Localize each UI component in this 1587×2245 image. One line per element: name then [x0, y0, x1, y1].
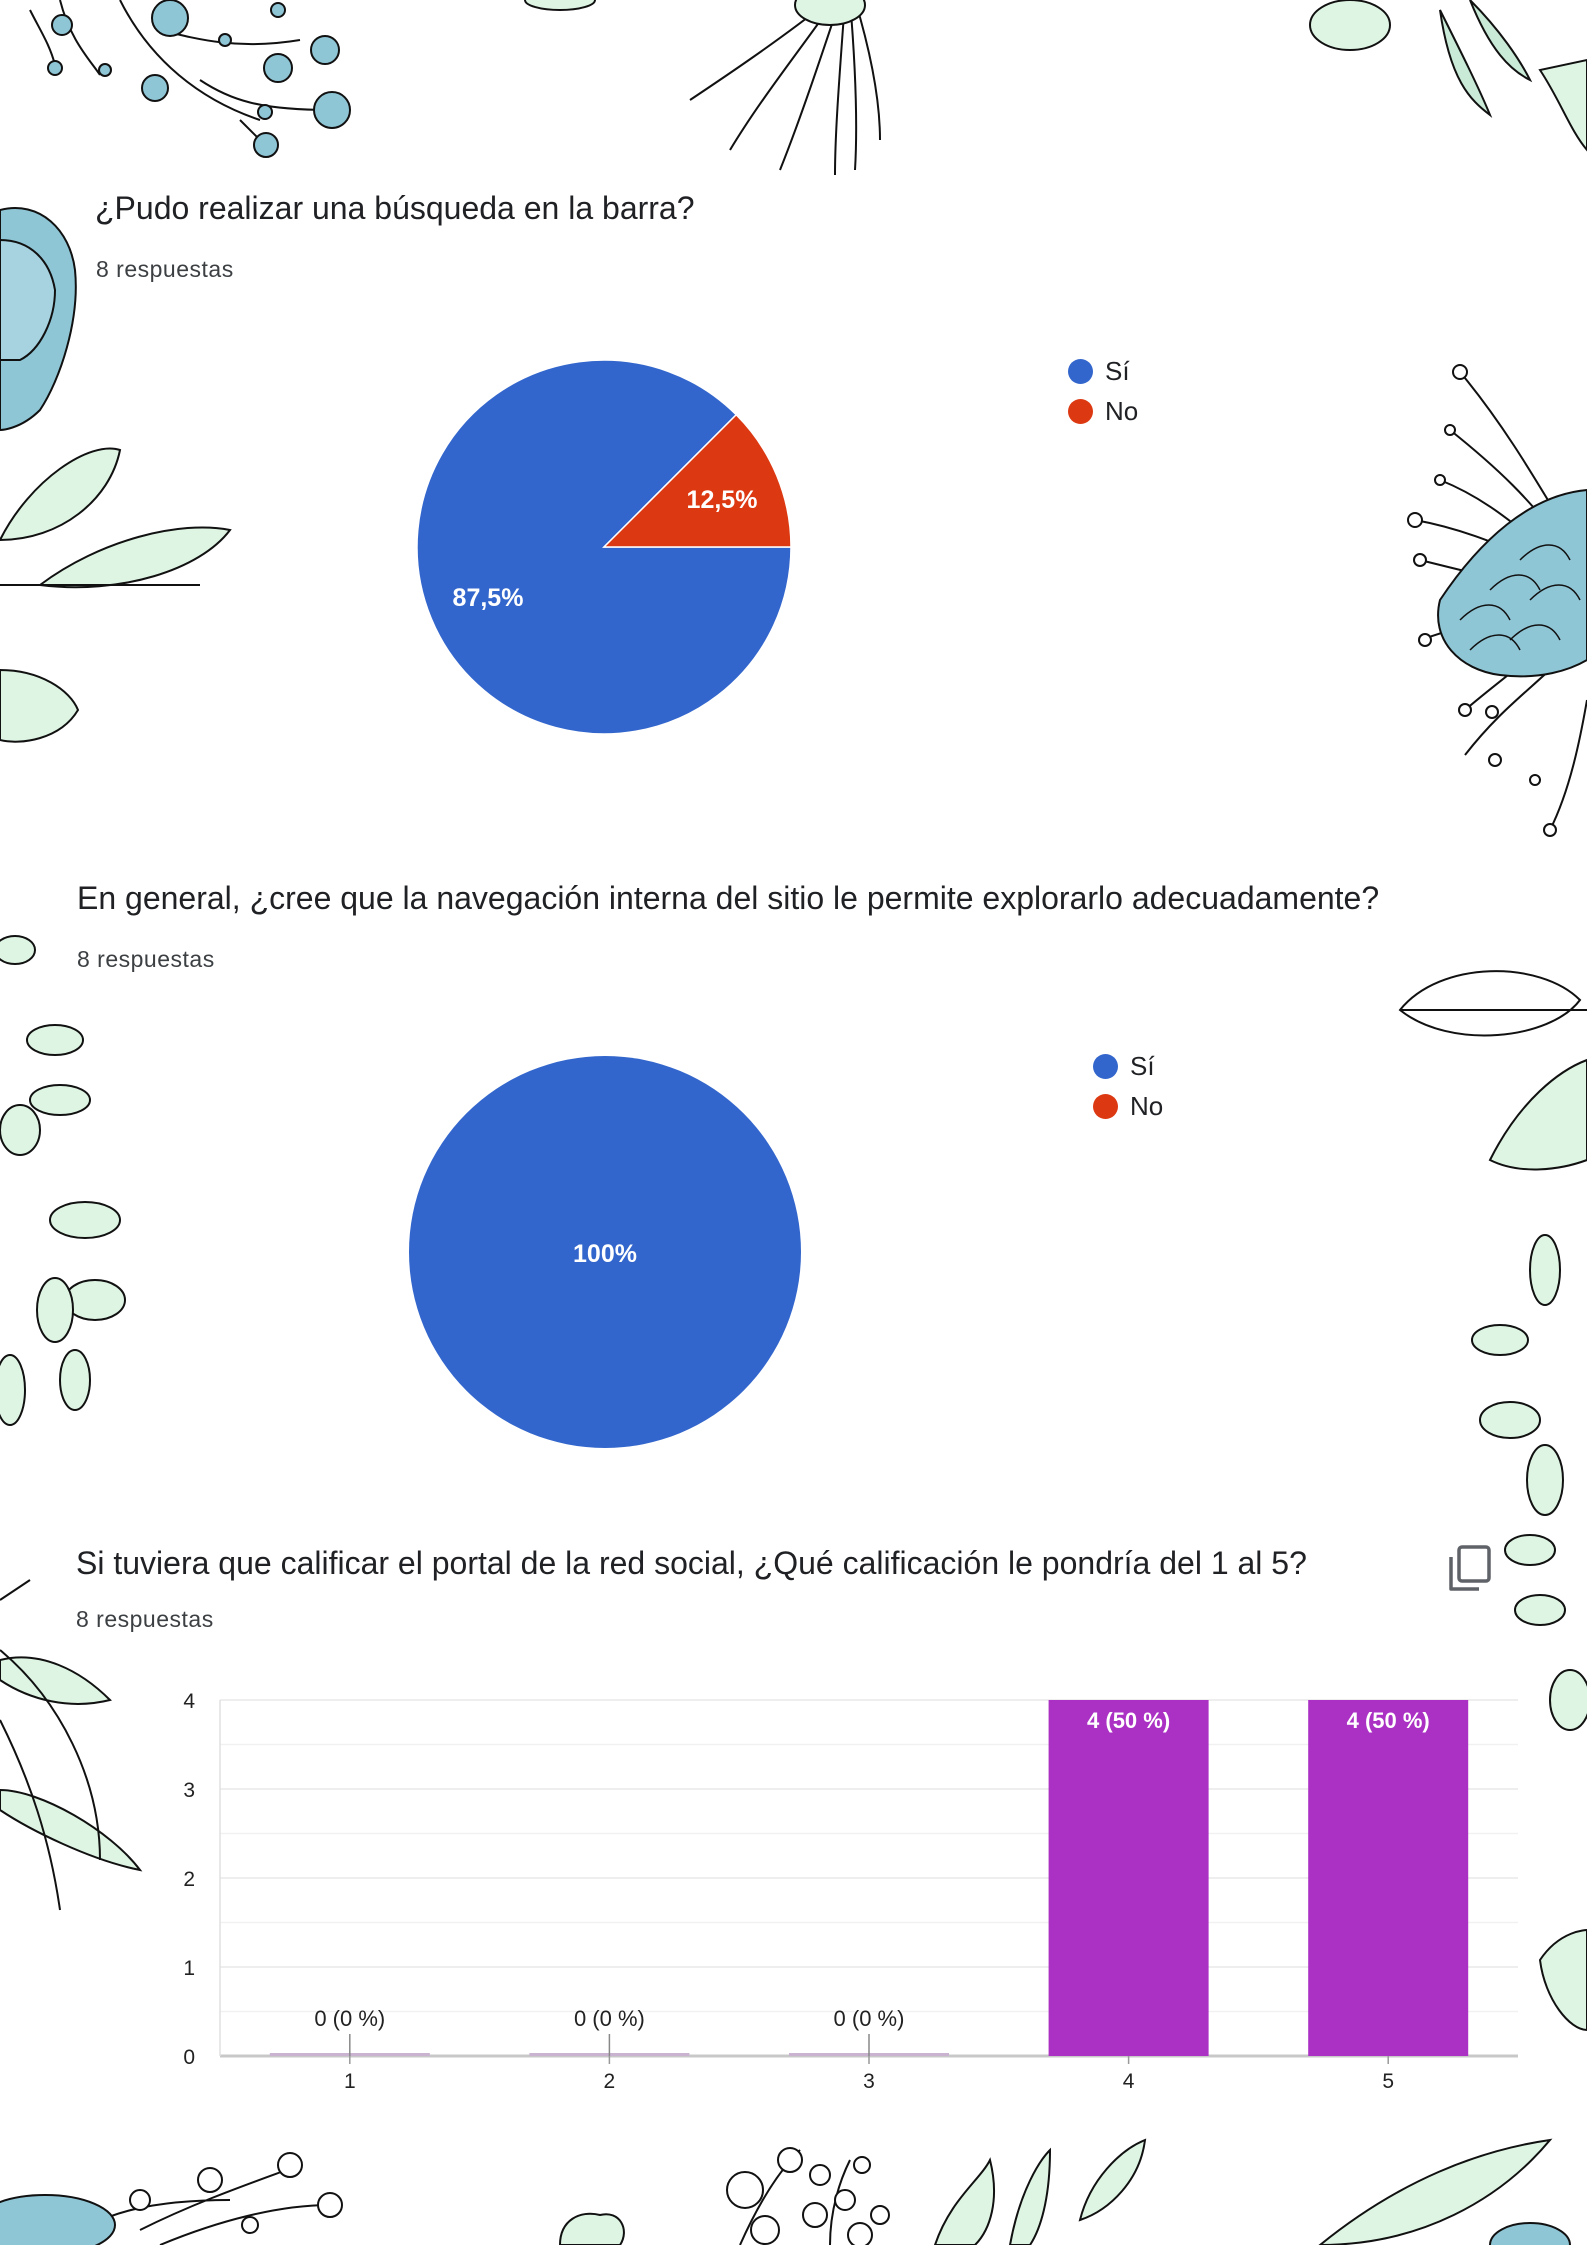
y-tick-label: 0 [183, 2046, 195, 2069]
question-3-title: Si tuviera que calificar el portal de la… [76, 1545, 1307, 1581]
pie-1-slice-no [602, 413, 792, 548]
legend-item-no: No [1093, 1086, 1163, 1126]
pie-2-legend: Sí No [1093, 1046, 1163, 1126]
y-tick-label: 1 [183, 1957, 195, 1980]
legend-swatch-no [1068, 398, 1093, 424]
legend-swatch-no [1093, 1093, 1118, 1119]
legend-item-si: Sí [1093, 1046, 1163, 1086]
y-tick-label: 2 [183, 1868, 195, 1891]
legend-item-no: No [1068, 391, 1138, 431]
question-1-title: ¿Pudo realizar una búsqueda en la barra? [95, 190, 695, 226]
bar-4 [1048, 1700, 1209, 2056]
bar-5 [1308, 1700, 1469, 2056]
copy-icon[interactable] [1447, 1545, 1493, 1593]
pie-2-slice-si [409, 1056, 801, 1448]
bar-data-label-2: 0 (0 %) [574, 2006, 645, 2031]
legend-swatch-si [1068, 358, 1093, 384]
pie-2-label-si: 100% [573, 1240, 637, 1268]
question-2-title: En general, ¿cree que la navegación inte… [77, 880, 1380, 916]
legend-label-si: Sí [1105, 355, 1130, 386]
question-3-response-count: 8 respuestas [76, 1606, 214, 1632]
bar-data-label-5: 4 (50 %) [1347, 1708, 1430, 1733]
legend-label-si: Sí [1130, 1050, 1155, 1081]
legend-label-no: No [1130, 1090, 1164, 1121]
bar-data-label-4: 4 (50 %) [1087, 1708, 1170, 1733]
y-tick-label: 4 [183, 1690, 195, 1713]
pie-1-label-no: 12,5% [687, 486, 758, 514]
pie-1-legend: Sí No [1068, 351, 1138, 431]
pie-1-label-si: 87,5% [453, 584, 524, 612]
question-1-response-count: 8 respuestas [96, 256, 234, 282]
x-tick-label: 5 [1382, 2070, 1394, 2093]
legend-swatch-si [1093, 1053, 1118, 1079]
question-2-response-count: 8 respuestas [77, 946, 215, 972]
y-tick-label: 3 [183, 1779, 195, 1802]
bar-data-label-1: 0 (0 %) [314, 2006, 385, 2031]
legend-item-si: Sí [1068, 351, 1138, 391]
x-tick-label: 3 [863, 2070, 875, 2093]
x-tick-label: 2 [604, 2070, 616, 2093]
x-tick-label: 4 [1123, 2070, 1135, 2093]
x-tick-label: 1 [344, 2070, 356, 2093]
legend-label-no: No [1105, 395, 1139, 426]
bar-data-label-3: 0 (0 %) [834, 2006, 905, 2031]
